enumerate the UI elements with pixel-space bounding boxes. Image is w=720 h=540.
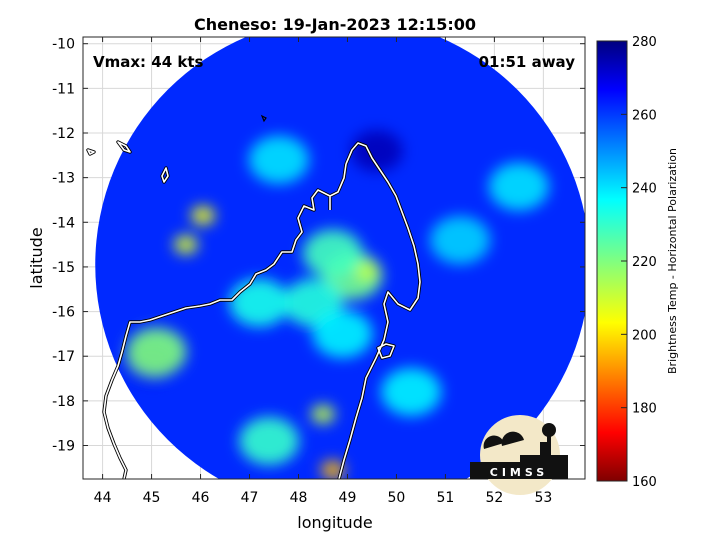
- x-tick-label: 48: [290, 490, 308, 506]
- x-axis-ticks: 44 45 46 47 48 49 50 51 52 53: [94, 37, 552, 506]
- cloud-feature: [355, 261, 380, 281]
- cloud-feature: [310, 404, 335, 424]
- island: [260, 114, 267, 123]
- x-tick-label: 51: [437, 490, 455, 506]
- y-tick-label: -16: [52, 305, 75, 321]
- logo-tower-leg: [547, 434, 551, 456]
- x-tick-label: 47: [241, 490, 259, 506]
- logo-dish-1: [483, 435, 504, 449]
- y-axis-ticks: -10 -11 -12 -13 -14 -15 -16 -17 -18 -19: [52, 37, 585, 455]
- colorbar-tick-label: 200: [632, 328, 657, 343]
- colorbar-label: Brightness Temp - Horizontal Polarizatio…: [666, 148, 679, 374]
- cloud-feature: [173, 235, 198, 255]
- cloud-feature: [126, 327, 187, 376]
- plot-frame: [82, 36, 586, 480]
- colorbar-tick-label: 280: [632, 35, 657, 50]
- colorbar-tick-label: 180: [632, 402, 657, 417]
- cloud-feature: [248, 135, 309, 184]
- y-tick-label: -12: [52, 126, 75, 142]
- x-tick-label: 49: [339, 490, 357, 506]
- cloud-feature: [381, 367, 442, 416]
- y-tick-label: -14: [52, 215, 75, 231]
- x-tick-label: 44: [94, 490, 112, 506]
- y-tick-label: -19: [52, 439, 75, 455]
- x-tick-label: 45: [143, 490, 161, 506]
- time-away-annotation: 01:51 away: [479, 53, 576, 71]
- cloud-feature: [312, 309, 373, 358]
- coastline-white: [87, 141, 421, 479]
- x-tick-label: 53: [534, 490, 552, 506]
- y-tick-label: -10: [52, 37, 75, 53]
- logo-text: CIMSS: [490, 466, 548, 479]
- colorbar-tick-label: 220: [632, 255, 657, 270]
- y-tick-label: -18: [52, 394, 75, 410]
- chart-title: Cheneso: 19-Jan-2023 12:15:00: [194, 15, 476, 34]
- x-tick-label: 46: [192, 490, 210, 506]
- vmax-annotation: Vmax: 44 kts: [93, 53, 203, 71]
- swath-clip: [86, 37, 585, 479]
- colorbar-tick-label: 240: [632, 182, 657, 197]
- cimss-logo: CIMSS: [470, 415, 568, 495]
- cloud-feature: [229, 278, 290, 327]
- y-axis-label: latitude: [27, 227, 46, 288]
- y-tick-label: -17: [52, 349, 75, 365]
- y-tick-label: -15: [52, 260, 75, 276]
- cloud-feature: [488, 162, 549, 211]
- colorbar-tick-label: 160: [632, 475, 657, 490]
- colorbar-ticks: 160 180 200 220 240 260 280: [621, 35, 657, 490]
- cloud-feature: [430, 216, 491, 265]
- logo-dish-2: [501, 431, 524, 446]
- x-axis-label: longitude: [297, 513, 372, 532]
- colorbar-tick-label: 260: [632, 108, 657, 123]
- x-tick-label: 52: [485, 490, 503, 506]
- y-tick-label: -11: [52, 81, 75, 97]
- cloud-feature: [302, 229, 363, 278]
- cloud-feature: [239, 417, 300, 466]
- y-tick-label: -13: [52, 171, 75, 187]
- x-tick-label: 50: [388, 490, 406, 506]
- cloud-feature: [350, 130, 403, 172]
- logo-building: [470, 442, 568, 479]
- cloud-feature: [190, 205, 215, 226]
- logo-water-tower: [542, 423, 556, 437]
